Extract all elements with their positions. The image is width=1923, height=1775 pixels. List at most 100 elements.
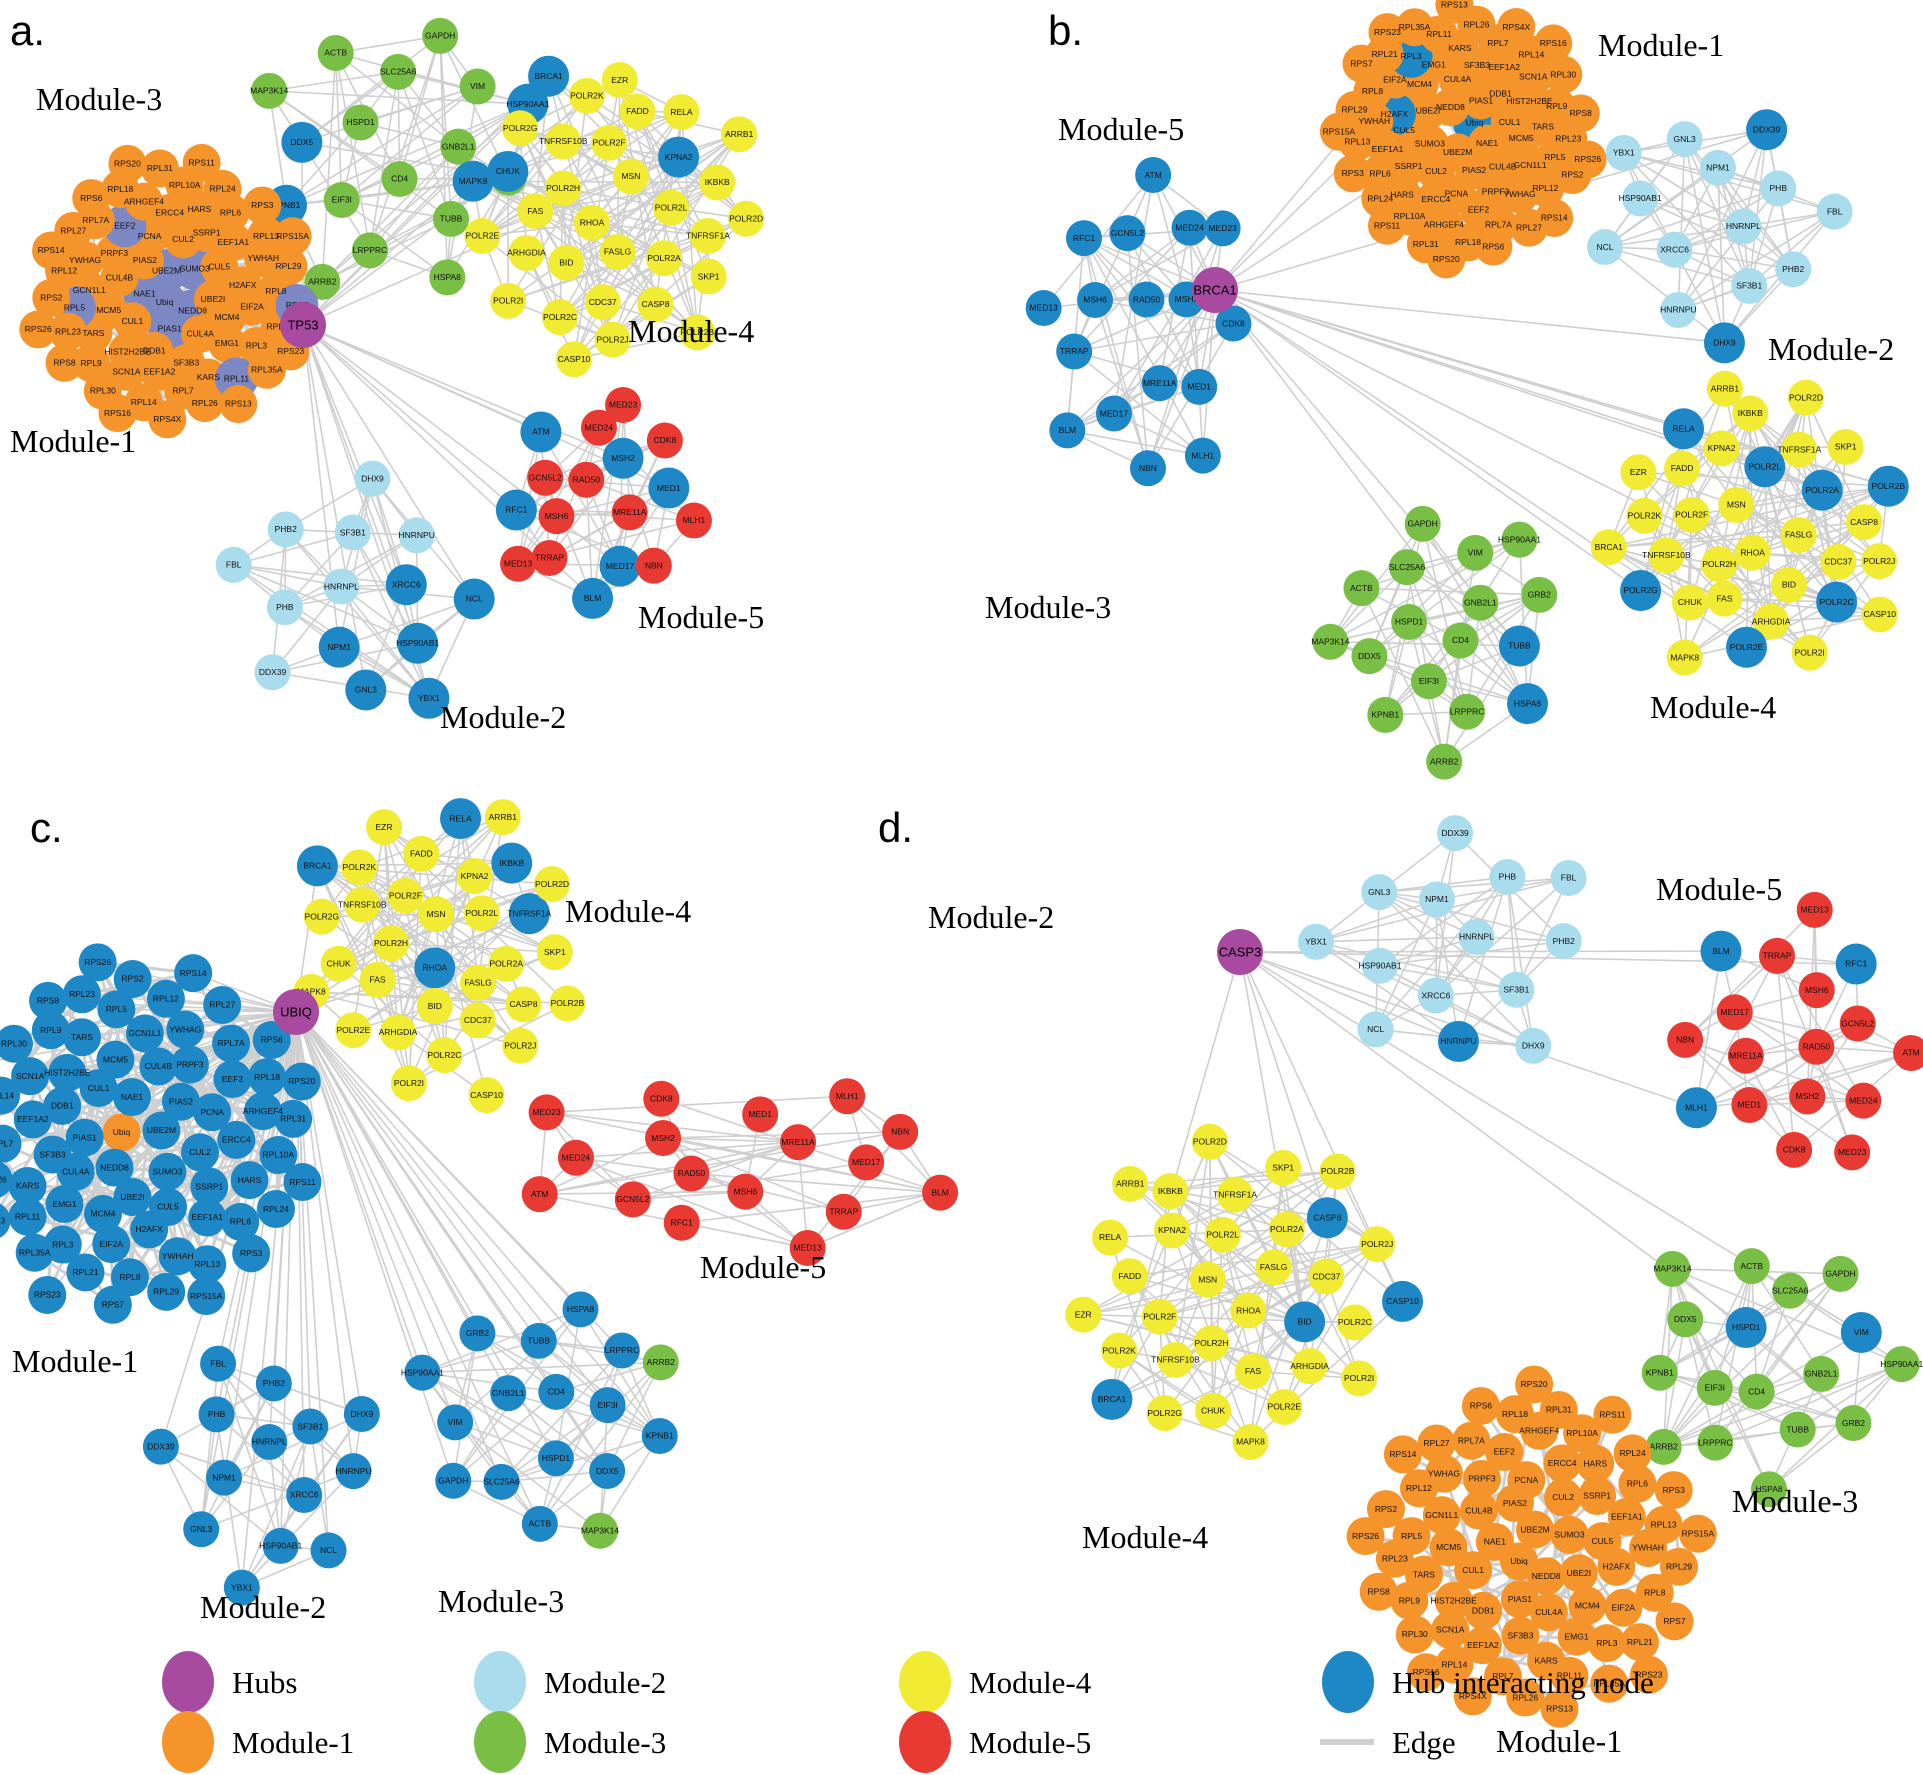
node-ACTB[interactable] xyxy=(1343,570,1380,607)
node-RAD50[interactable] xyxy=(568,461,605,498)
node-RPL6[interactable] xyxy=(1618,1464,1657,1503)
node-ERCC4[interactable] xyxy=(217,1120,256,1159)
node-ARHGDIA[interactable] xyxy=(379,1014,416,1051)
node-RPS26[interactable] xyxy=(19,310,58,349)
node-CD4[interactable] xyxy=(1442,622,1479,659)
node-MCM5[interactable] xyxy=(96,1040,135,1079)
node-RPL21[interactable] xyxy=(66,1253,105,1292)
node-BRCA1[interactable] xyxy=(296,845,338,887)
node-KPNA2[interactable] xyxy=(456,858,493,895)
node-SLC25A6[interactable] xyxy=(1388,549,1425,586)
node-MED13[interactable] xyxy=(1025,289,1062,326)
node-POLR2K[interactable] xyxy=(341,849,378,886)
node-RPL13[interactable] xyxy=(1644,1505,1683,1544)
node-RPS2[interactable] xyxy=(1366,1490,1405,1529)
node-POLR2E[interactable] xyxy=(335,1012,372,1049)
node-SUMO3[interactable] xyxy=(148,1152,187,1191)
node-PHB2[interactable] xyxy=(267,511,304,548)
node-RPS20[interactable] xyxy=(108,144,147,183)
node-FAS[interactable] xyxy=(1706,580,1743,617)
node-ACTB[interactable] xyxy=(317,34,354,71)
node-POLR2H[interactable] xyxy=(1701,546,1738,583)
node-NAE1[interactable] xyxy=(1475,1522,1514,1561)
node-POLR2K[interactable] xyxy=(1626,497,1663,534)
node-RPL13[interactable] xyxy=(247,217,286,256)
node-SLC25A6[interactable] xyxy=(1772,1272,1809,1309)
node-NCL[interactable] xyxy=(1586,229,1623,266)
node-RPS3[interactable] xyxy=(243,186,282,225)
node-BID[interactable] xyxy=(1284,1301,1326,1343)
node-FAS[interactable] xyxy=(517,193,554,230)
node-RPL3[interactable] xyxy=(1587,1624,1626,1663)
node-POLR2I[interactable] xyxy=(1341,1360,1378,1397)
node-KPNA2[interactable] xyxy=(658,136,700,178)
node-KPNA2[interactable] xyxy=(1154,1212,1191,1249)
node-TRRAP[interactable] xyxy=(531,540,568,577)
node-POLR2D[interactable] xyxy=(1191,1123,1228,1160)
node-GRB2[interactable] xyxy=(1835,1405,1872,1442)
node-BRCA1[interactable] xyxy=(528,55,570,97)
node-ATM[interactable] xyxy=(521,1176,558,1213)
node-RPL21[interactable] xyxy=(1620,1623,1659,1662)
node-ATM[interactable] xyxy=(1893,1034,1923,1071)
node-FASLG[interactable] xyxy=(1780,517,1817,554)
node-SSRP1[interactable] xyxy=(190,1167,229,1206)
node-CD4[interactable] xyxy=(538,1373,575,1410)
node-RPS16[interactable] xyxy=(1534,24,1573,63)
node-CDK8[interactable] xyxy=(1776,1131,1813,1168)
node-EMG1[interactable] xyxy=(45,1185,84,1224)
node-NBN[interactable] xyxy=(882,1113,919,1150)
node-RPS16[interactable] xyxy=(1407,1653,1446,1692)
node-RPL11[interactable] xyxy=(8,1197,47,1236)
node-MED24[interactable] xyxy=(1845,1082,1882,1119)
node-EMG1[interactable] xyxy=(207,324,246,363)
node-MLH1[interactable] xyxy=(1184,437,1221,474)
node-HSP90AB1[interactable] xyxy=(1361,947,1398,984)
node-GNB2L1[interactable] xyxy=(490,1375,527,1412)
node-POLR2I[interactable] xyxy=(490,282,527,319)
node-SKP1[interactable] xyxy=(690,258,727,295)
node-ACTB[interactable] xyxy=(1733,1248,1770,1285)
node-PIAS2[interactable] xyxy=(161,1082,200,1121)
node-MAP3K14[interactable] xyxy=(1654,1250,1691,1287)
node-HNRNPU[interactable] xyxy=(1437,1020,1479,1062)
node-RPS6[interactable] xyxy=(1461,1386,1500,1425)
node-RPL31[interactable] xyxy=(140,149,179,188)
node-HSPA8[interactable] xyxy=(429,259,466,296)
node-HSP90AB1[interactable] xyxy=(262,1527,299,1564)
node-BRCA1[interactable] xyxy=(1091,1378,1133,1420)
node-EEF1A1[interactable] xyxy=(214,223,253,262)
node-UBE2I[interactable] xyxy=(1559,1554,1598,1593)
node-MSH6[interactable] xyxy=(1798,972,1835,1009)
node-RPS8[interactable] xyxy=(45,343,84,382)
node-POLR2J[interactable] xyxy=(1359,1226,1396,1263)
node-POLR2C[interactable] xyxy=(1816,581,1858,623)
node-ARHGDIA[interactable] xyxy=(1291,1348,1328,1385)
node-MED13[interactable] xyxy=(1796,891,1833,928)
node-RPL35A[interactable] xyxy=(15,1233,54,1272)
node-POLR2F[interactable] xyxy=(1673,496,1710,533)
node-RPL9[interactable] xyxy=(1390,1581,1429,1620)
node-TNFRSF1A[interactable] xyxy=(1781,431,1818,468)
node-GCN5L2[interactable] xyxy=(1839,1005,1876,1042)
node-RELA[interactable] xyxy=(440,798,482,840)
node-TRRAP[interactable] xyxy=(1759,937,1796,974)
node-RPS26[interactable] xyxy=(78,943,117,982)
node-RPL23[interactable] xyxy=(1375,1539,1414,1578)
node-ARHGDIA[interactable] xyxy=(1753,603,1790,640)
node-POLR2G[interactable] xyxy=(502,110,539,147)
node-Ubiq[interactable] xyxy=(102,1113,141,1152)
node-RAD50[interactable] xyxy=(1798,1028,1835,1065)
node-HNRNPU[interactable] xyxy=(398,517,435,554)
node-RHOA[interactable] xyxy=(573,204,610,241)
node-EZR[interactable] xyxy=(1620,454,1657,491)
node-GNL3[interactable] xyxy=(1361,874,1398,911)
node-MED24[interactable] xyxy=(580,409,617,446)
node-GCN5L2[interactable] xyxy=(1109,215,1146,252)
node-RPS20[interactable] xyxy=(282,1062,321,1101)
node-SUMO3[interactable] xyxy=(1550,1515,1589,1554)
node-MED13[interactable] xyxy=(500,545,537,582)
node-FADD[interactable] xyxy=(1664,450,1701,487)
node-POLR2D[interactable] xyxy=(534,866,571,903)
node-IKBKB[interactable] xyxy=(491,842,533,884)
